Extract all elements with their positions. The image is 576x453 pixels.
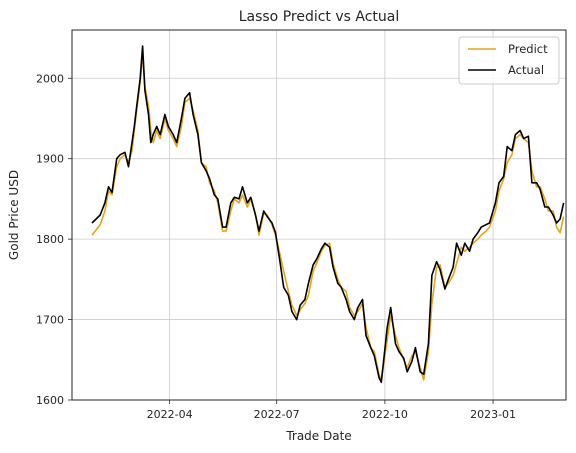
x-axis-label: Trade Date (285, 429, 351, 443)
x-tick-label: 2022-04 (147, 408, 193, 421)
series-line-actual (91, 45, 565, 384)
legend: Predict Actual (458, 36, 560, 85)
x-tick-label: 2022-10 (362, 408, 408, 421)
x-tick-label: 2022-07 (254, 408, 300, 421)
chart-title: Lasso Predict vs Actual (239, 9, 400, 25)
plot-frame (71, 29, 567, 401)
legend-predict-label: Predict (508, 42, 548, 56)
legend-actual-label: Actual (508, 63, 544, 77)
grid-lines (72, 30, 566, 401)
series-line-predict (91, 53, 565, 381)
y-tick-label: 1900 (36, 153, 64, 166)
y-tick-label: 1600 (36, 394, 64, 407)
series-lines (91, 45, 565, 384)
y-tick-label: 1700 (36, 314, 64, 327)
y-tick-label: 2000 (36, 72, 64, 85)
x-tick-label: 2023-01 (470, 408, 516, 421)
y-axis-label: Gold Price USD (7, 170, 21, 260)
axis-ticks: 2022-04 2022-07 2022-10 2023-01 1600 1700 1800… (36, 72, 516, 421)
y-tick-label: 1800 (36, 233, 64, 246)
